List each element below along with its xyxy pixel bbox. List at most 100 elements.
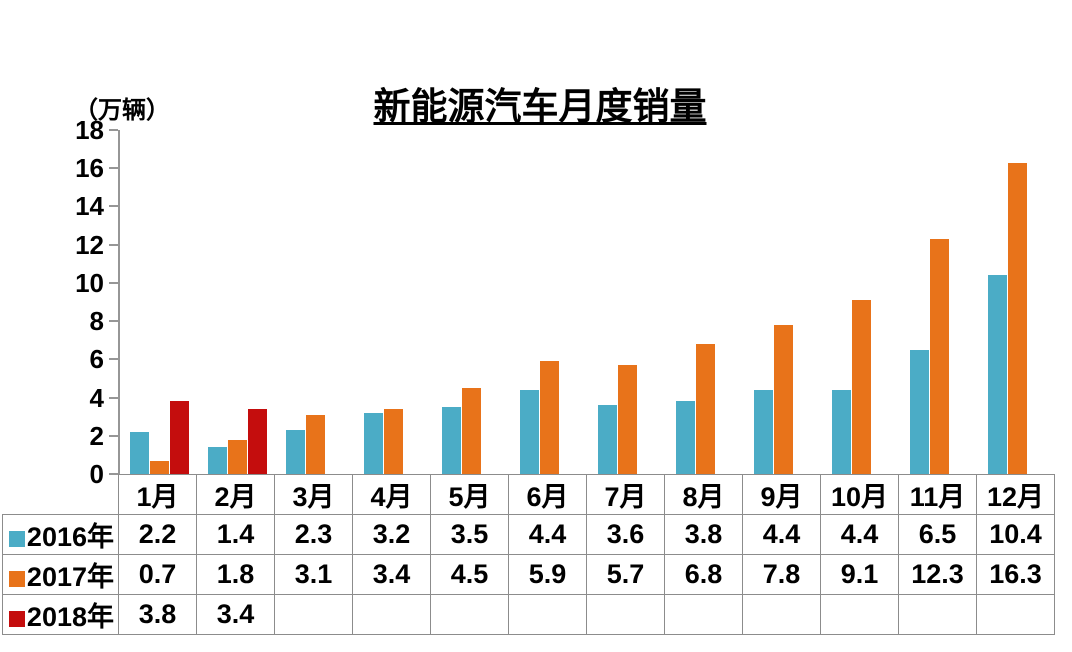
- bar-2017年-2月: [227, 439, 247, 474]
- bar-group-5月: [432, 130, 510, 474]
- value-cell: 0.7: [118, 554, 197, 595]
- bar-2016年-11月: [909, 349, 929, 474]
- y-axis-tick: [109, 434, 118, 437]
- y-axis-tick: [109, 129, 118, 131]
- value-cell: [508, 594, 587, 635]
- value-cell: [820, 594, 899, 635]
- y-axis-tick: [109, 167, 118, 170]
- legend-swatch-icon: [8, 571, 25, 587]
- value-cell: [742, 594, 821, 635]
- value-cell: 3.8: [118, 594, 197, 635]
- bar-group-2月: [198, 130, 276, 474]
- month-header-cell: 7月: [586, 474, 665, 515]
- bar-2017年-1月: [149, 460, 169, 474]
- y-axis-tick-label: 2: [89, 420, 104, 451]
- month-header-cell: 3月: [274, 474, 353, 515]
- y-axis-tick: [109, 320, 118, 323]
- month-header-cell: 4月: [352, 474, 431, 515]
- value-cell: 3.6: [586, 514, 665, 555]
- bar-2018年-2月: [247, 409, 267, 474]
- bar-group-7月: [588, 130, 666, 474]
- bar-2017年-10月: [851, 300, 871, 474]
- series-name-label: 2016年: [26, 522, 114, 552]
- month-header-cell: 6月: [508, 474, 587, 515]
- bar-group-8月: [666, 130, 744, 474]
- y-axis-tick: [109, 205, 118, 208]
- value-cell: 16.3: [976, 554, 1055, 595]
- y-axis-tick: [109, 243, 118, 246]
- value-cell: 10.4: [976, 514, 1055, 555]
- value-cell: [664, 594, 743, 635]
- series-row-2017年: 2017年 0.7 1.8 3.1 3.4 4.5 5.9 5.7 6.8 7.8 9.1 12.3 1…: [2, 554, 1055, 595]
- y-axis-tick-label: 8: [89, 306, 104, 337]
- value-cell: 5.9: [508, 554, 587, 595]
- y-axis-tick-label: 16: [75, 153, 104, 184]
- month-header-cell: 8月: [664, 474, 743, 515]
- month-header-cell: 9月: [742, 474, 821, 515]
- bar-2016年-2月: [207, 447, 227, 474]
- bar-2016年-3月: [285, 430, 305, 474]
- value-cell: [898, 594, 977, 635]
- y-axis-tick: [109, 281, 118, 284]
- month-header-cell: 11月: [898, 474, 977, 515]
- bar-2016年-10月: [831, 389, 851, 474]
- value-cell: 12.3: [898, 554, 977, 595]
- y-axis-tick-label: 0: [89, 459, 104, 489]
- bar-2017年-5月: [461, 388, 481, 474]
- value-cell: 3.4: [352, 554, 431, 595]
- month-header-cell: 1月: [118, 474, 197, 515]
- value-cell: 3.8: [664, 514, 743, 555]
- y-axis-tick: [109, 396, 118, 399]
- month-header-cell: 5月: [430, 474, 509, 515]
- y-axis-tick-label: 4: [89, 382, 104, 413]
- bar-2016年-6月: [519, 389, 539, 474]
- bar-2016年-8月: [675, 401, 695, 474]
- table-header-row: 1月 2月 3月 4月 5月 6月 7月 8月 9月 10月 11月 12月: [3, 474, 1055, 515]
- value-cell: 4.4: [820, 514, 899, 555]
- legend-swatch-icon: [8, 611, 25, 627]
- bar-group-4月: [354, 130, 432, 474]
- series-row-2018年: 2018年 3.8 3.4: [2, 594, 1055, 635]
- bar-2017年-8月: [695, 344, 715, 474]
- value-cell: 4.5: [430, 554, 509, 595]
- value-cell: 3.1: [274, 554, 353, 595]
- y-axis-tick-label: 6: [89, 344, 104, 375]
- value-cell: [352, 594, 431, 635]
- series-name-cell: 2017年: [2, 554, 119, 595]
- value-cell: 3.5: [430, 514, 509, 555]
- value-cell: 6.8: [664, 554, 743, 595]
- legend-swatch-icon: [8, 531, 25, 547]
- month-header-cell: 10月: [820, 474, 899, 515]
- plot-area: 0 2 4 6 8 10 12 14 16 18: [75, 115, 1056, 489]
- table-corner-cell: [3, 475, 119, 515]
- value-cell: 2.3: [274, 514, 353, 555]
- bar-group-6月: [510, 130, 588, 474]
- bar-2016年-1月: [129, 431, 149, 474]
- value-cell: 9.1: [820, 554, 899, 595]
- bar-group-12月: [978, 130, 1056, 474]
- bar-2016年-5月: [441, 407, 461, 474]
- value-cell: 5.7: [586, 554, 665, 595]
- bar-2016年-7月: [597, 405, 617, 474]
- value-cell: 3.2: [352, 514, 431, 555]
- value-cell: [976, 594, 1055, 635]
- series-name-cell: 2016年: [2, 514, 119, 555]
- value-cell: 1.4: [196, 514, 275, 555]
- bar-group-11月: [900, 130, 978, 474]
- bar-2017年-4月: [383, 409, 403, 474]
- value-cell: 4.4: [508, 514, 587, 555]
- y-axis-tick-label: 18: [75, 115, 104, 145]
- y-axis-unit-label: （万辆）: [74, 97, 170, 124]
- y-axis-tick: [109, 473, 118, 475]
- series-name-label: 2018年: [26, 602, 114, 632]
- series-name-cell: 2018年: [2, 594, 119, 635]
- value-cell: 7.8: [742, 554, 821, 595]
- chart-title: 新能源汽车月度销量: [373, 86, 707, 127]
- month-header-cell: 2月: [196, 474, 275, 515]
- bar-group-3月: [276, 130, 354, 474]
- value-cell: [274, 594, 353, 635]
- bar-2016年-12月: [987, 275, 1007, 474]
- series-name-label: 2017年: [26, 562, 114, 592]
- bar-2016年-4月: [363, 412, 383, 474]
